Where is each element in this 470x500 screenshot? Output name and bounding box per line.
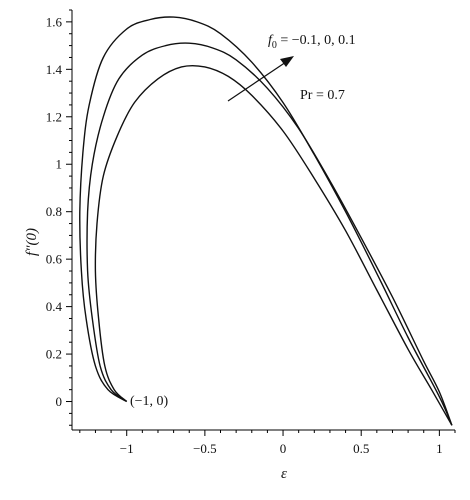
x-axis-label: ε xyxy=(281,466,287,482)
parameter-annotation: f0 = −0.1, 0, 0.1 Pr = 0.7 xyxy=(227,33,356,103)
series-line-1 xyxy=(79,16,453,426)
curves xyxy=(79,16,453,426)
plot-frame xyxy=(71,10,455,431)
axis-ticks: −1 −0.5 0 0.5 1 0 0.2 0.4 0.6 0.8 1 1.2 1.4 1.6 xyxy=(46,9,456,456)
x-tick-label: 0.5 xyxy=(353,441,369,456)
y-tick-label: 0 xyxy=(56,394,63,409)
y-tick-label: 1.6 xyxy=(46,14,63,29)
parameter-subscript: 0 xyxy=(272,40,277,51)
series-line-3 xyxy=(94,64,453,426)
series-line-2 xyxy=(86,42,453,426)
y-tick-label: 0.2 xyxy=(46,347,62,362)
x-tick-label: 1 xyxy=(436,441,443,456)
parameter-values-label: f0 = −0.1, 0, 0.1 xyxy=(268,33,356,51)
y-axis-label: f″(0) xyxy=(24,228,40,256)
start-point-label: (−1, 0) xyxy=(130,394,169,409)
parameter-arrow xyxy=(227,59,290,102)
y-tick-label: 0.6 xyxy=(46,252,63,267)
y-tick-label: 1.2 xyxy=(46,109,62,124)
y-tick-label: 0.8 xyxy=(46,204,62,219)
x-tick-label: −0.5 xyxy=(193,441,217,456)
y-tick-label: 0.4 xyxy=(46,299,63,314)
x-tick-label: 0 xyxy=(280,441,287,456)
y-tick-label: 1 xyxy=(56,157,63,172)
x-tick-label: −1 xyxy=(120,441,134,456)
parameter-values: = −0.1, 0, 0.1 xyxy=(277,33,356,48)
parameter-symbol: f xyxy=(268,33,274,48)
parameter-arrowhead xyxy=(280,56,294,67)
y-tick-label: 1.4 xyxy=(46,62,63,77)
prandtl-label: Pr = 0.7 xyxy=(300,88,345,103)
